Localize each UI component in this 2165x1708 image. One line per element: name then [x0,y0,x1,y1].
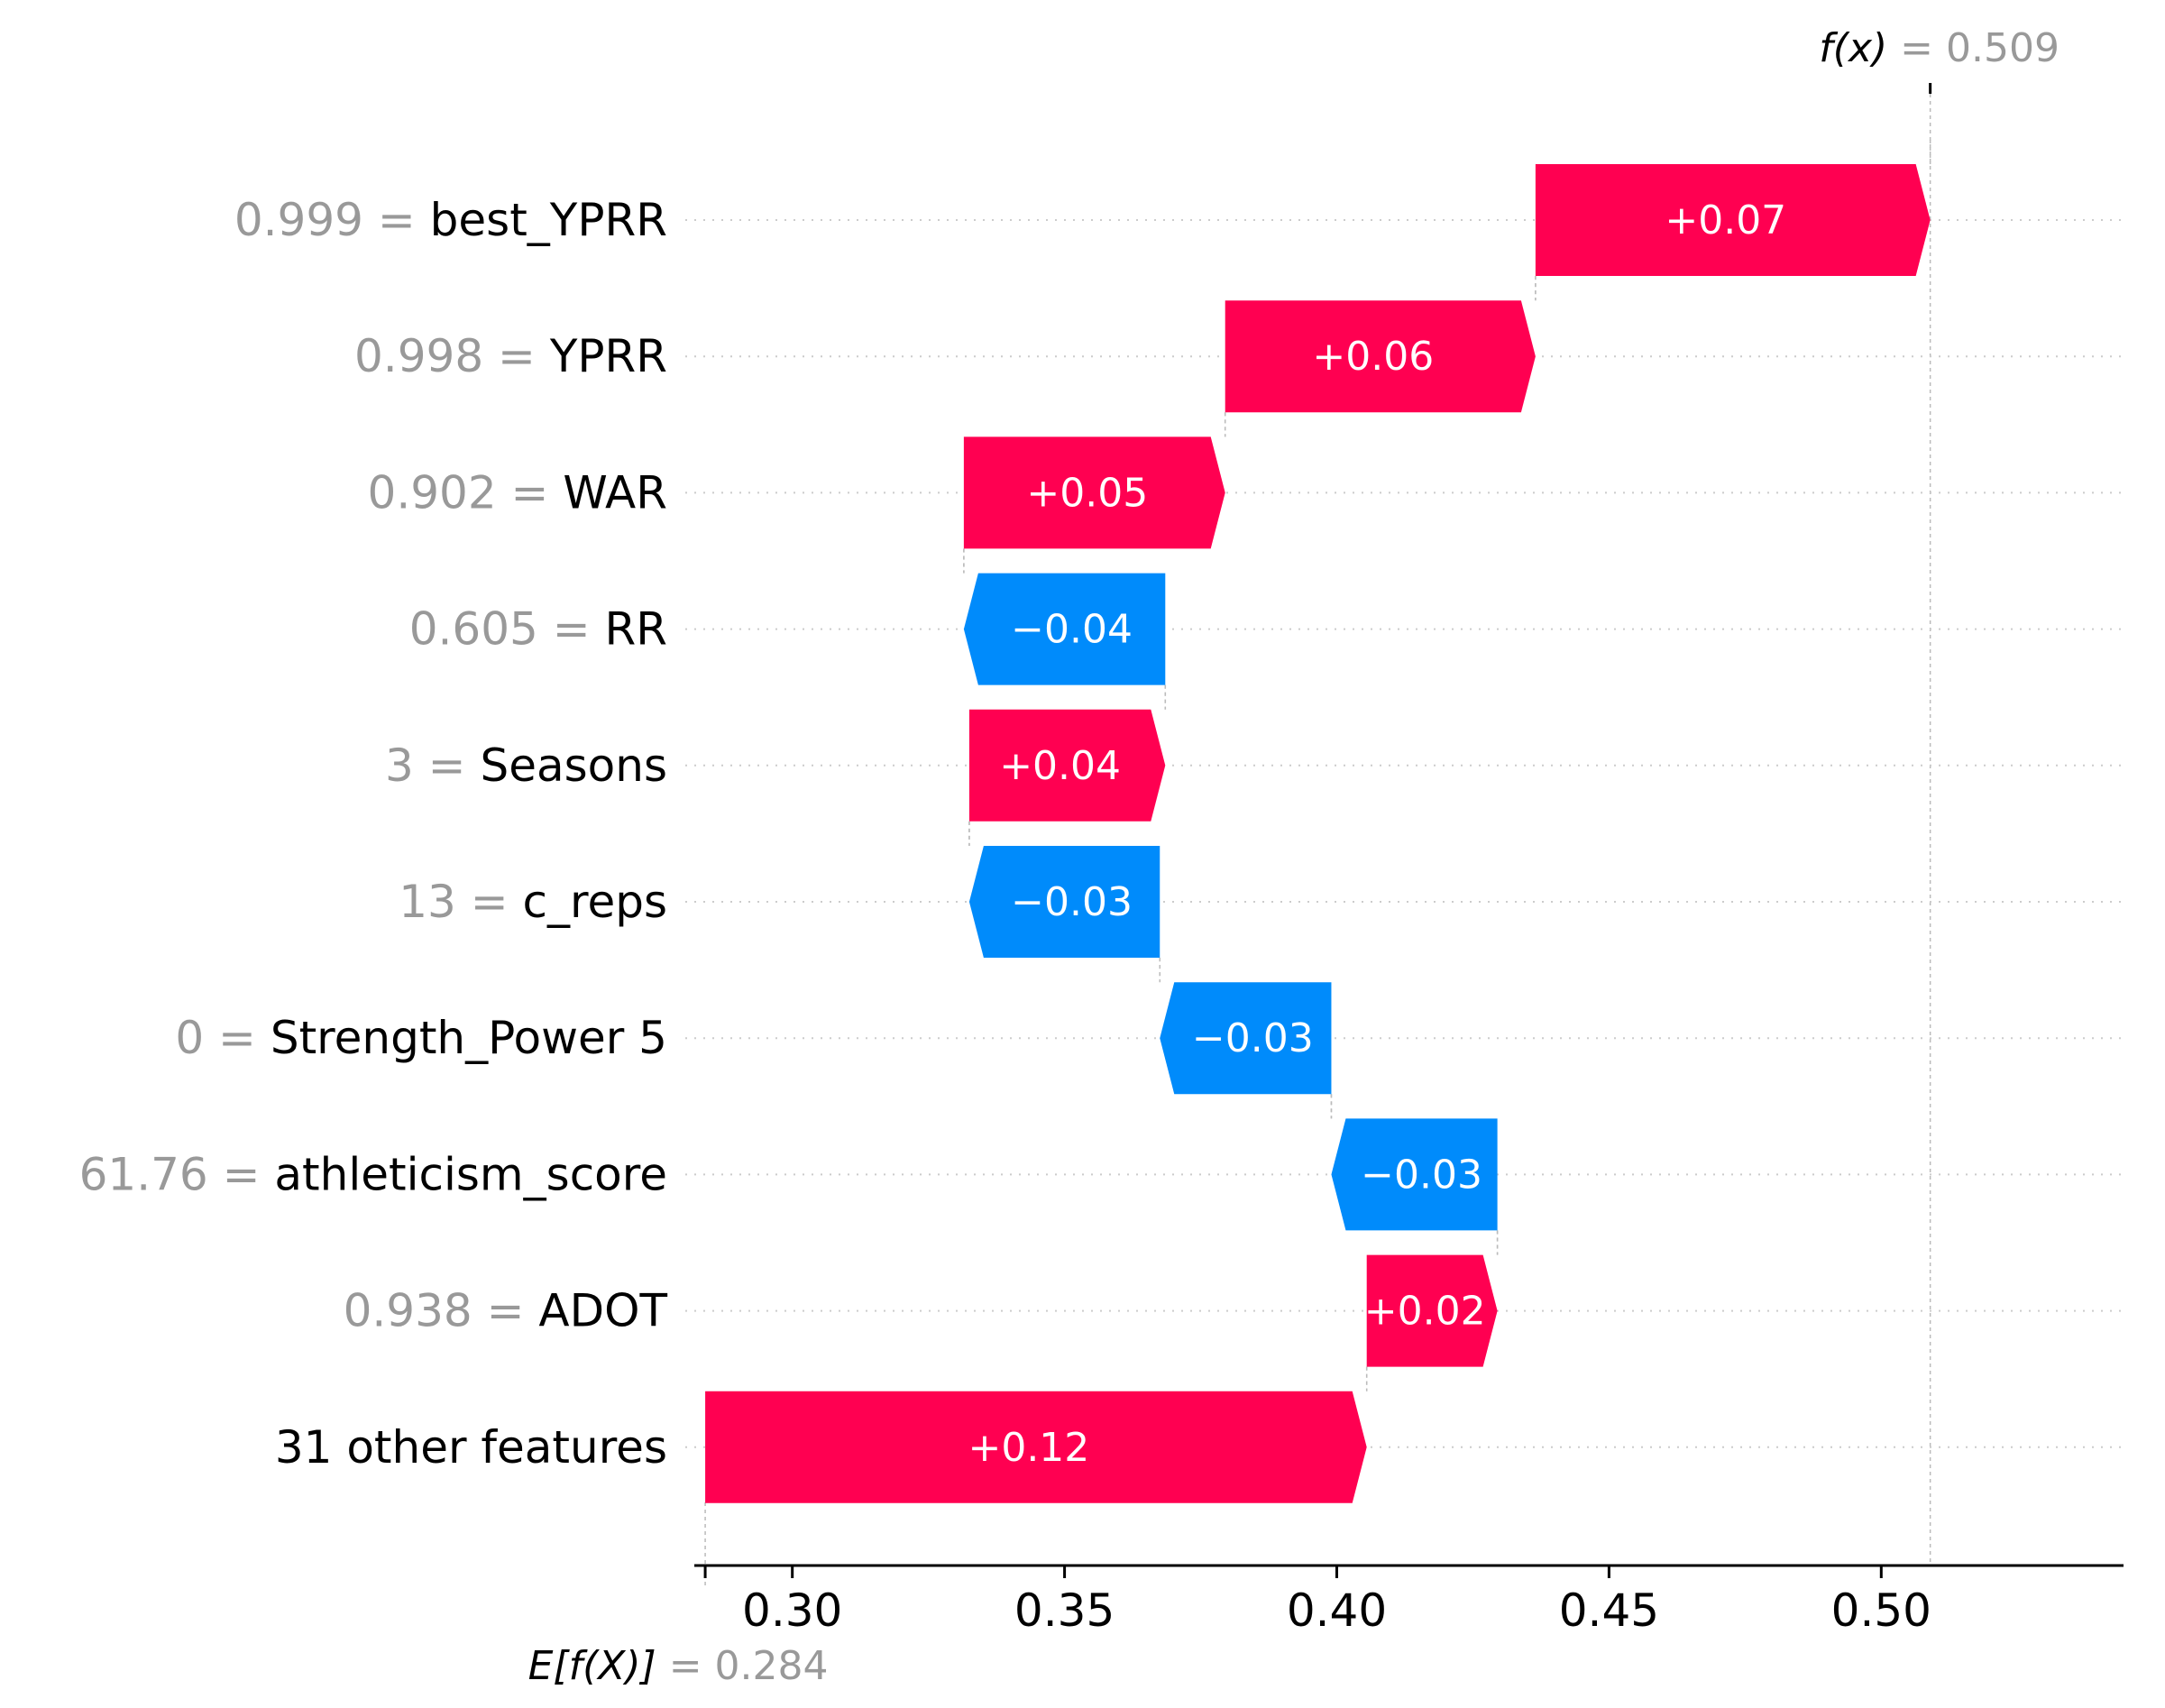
bar-value-label: +0.04 [999,743,1121,789]
bar-value-label: −0.03 [1011,879,1133,925]
output-value: = 0.509 [1900,25,2060,71]
x-tick-label: 0.50 [1831,1584,1931,1637]
feature-label: 31 other features [275,1421,667,1474]
feature-value: 0.998 = [354,330,550,382]
bar-value-label: +0.12 [968,1425,1089,1471]
base-label: E[f(X)] [528,1643,669,1689]
bar-value-label: +0.06 [1312,334,1434,380]
x-tick-label: 0.35 [1014,1584,1115,1637]
bar-negative [963,573,1166,685]
feature-value: 61.76 = [79,1148,275,1200]
feature-name: Seasons [480,739,667,792]
feature-name: best_YPRR [430,194,667,246]
x-axis: 0.30 0.35 0.40 0.45 0.50 [694,1564,2124,1637]
feature-label: 0.998 = YPRR [354,330,667,382]
feature-label: 61.76 = athleticism_score [79,1148,667,1200]
bar-positive [963,436,1225,549]
x-tick-label: 0.40 [1287,1584,1387,1637]
feature-name: athleticism_score [274,1148,667,1200]
feature-value: 0.999 = [234,194,430,246]
feature-name: c_reps [523,876,668,928]
bar-value-label: −0.03 [1192,1015,1314,1061]
feature-label: 0.999 = best_YPRR [234,194,667,246]
bars: +0.07 +0.06 +0.05 −0.04 +0.04 −0.03 −0.03 −0.03… [705,164,1931,1503]
feature-value: 0 = [175,1012,271,1064]
feature-name: RR [605,603,667,656]
bar-positive [968,709,1166,822]
feature-value: 0.938 = [344,1285,539,1337]
bar-value-label: +0.07 [1665,197,1786,243]
feature-labels: 0.999 = best_YPRR 0.998 = YPRR 0.902 = WAR… [79,194,668,1474]
bar-value-label: −0.04 [1011,607,1133,653]
feature-label: 0 = Strength_Power 5 [175,1012,667,1064]
output-value-annotation: f(x) = 0.509 [1819,25,2060,71]
bar-positive [1366,1254,1498,1367]
feature-label: 13 = c_reps [399,876,667,928]
guide-lines [685,83,2124,1585]
feature-name: 31 other features [275,1421,667,1474]
base-value-annotation: E[f(X)] = 0.284 [528,1643,829,1689]
feature-name: YPRR [549,330,667,382]
bar-value-label: +0.05 [1026,470,1148,516]
bar-negative [1331,1118,1498,1231]
output-label: f(x) [1819,25,1900,71]
x-tick-label: 0.45 [1559,1584,1659,1637]
feature-value: 0.902 = [368,466,564,519]
feature-name: ADOT [538,1285,667,1337]
feature-label: 0.605 = RR [409,603,667,656]
annotations: f(x) = 0.509 E[f(X)] = 0.284 [528,25,2060,1689]
feature-label: 0.902 = WAR [368,466,667,519]
bar-negative [1160,982,1332,1095]
feature-value: 0.605 = [409,603,605,656]
feature-value: 13 = [399,876,522,928]
bar-positive [1535,164,1931,276]
bar-negative [968,846,1160,958]
feature-label: 3 = Seasons [385,739,667,792]
x-tick-label: 0.30 [742,1584,842,1637]
base-value: = 0.284 [669,1643,829,1689]
feature-name: WAR [563,466,667,519]
bar-positive [1225,300,1536,413]
feature-value: 3 = [385,739,481,792]
bar-value-label: +0.02 [1364,1289,1486,1335]
feature-label: 0.938 = ADOT [344,1285,668,1337]
bar-value-label: −0.03 [1361,1152,1482,1198]
bar-positive [705,1391,1367,1503]
feature-name: Strength_Power 5 [271,1012,667,1064]
